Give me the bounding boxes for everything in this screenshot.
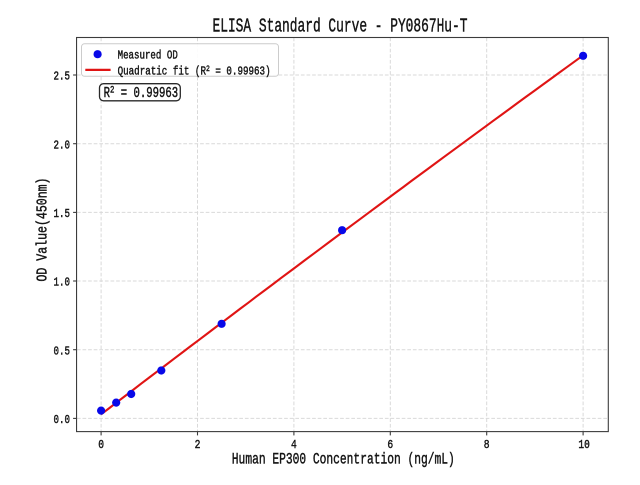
svg-text:1.0: 1.0 [54, 276, 71, 290]
svg-text:8: 8 [484, 438, 490, 452]
svg-text:2.0: 2.0 [54, 138, 71, 152]
svg-text:Measured OD: Measured OD [118, 48, 178, 62]
svg-text:Quadratic fit (R2 = 0.99963): Quadratic fit (R2 = 0.99963) [118, 64, 271, 79]
svg-text:1.5: 1.5 [54, 207, 71, 221]
svg-text:6: 6 [387, 438, 393, 452]
svg-text:2.5: 2.5 [54, 70, 71, 84]
svg-text:Human EP300 Concentration (ng/: Human EP300 Concentration (ng/mL) [232, 451, 455, 469]
svg-text:0: 0 [98, 438, 104, 452]
svg-text:2: 2 [195, 438, 201, 452]
svg-text:4: 4 [291, 438, 297, 452]
svg-text:OD Value(450nm): OD Value(450nm) [36, 178, 52, 282]
svg-text:ELISA Standard Curve - PY0867H: ELISA Standard Curve - PY0867Hu-T [213, 15, 468, 37]
svg-text:0.0: 0.0 [54, 413, 71, 427]
svg-text:10: 10 [578, 438, 589, 452]
svg-text:0.5: 0.5 [54, 344, 71, 358]
svg-text:R2 = 0.99963: R2 = 0.99963 [104, 86, 179, 102]
